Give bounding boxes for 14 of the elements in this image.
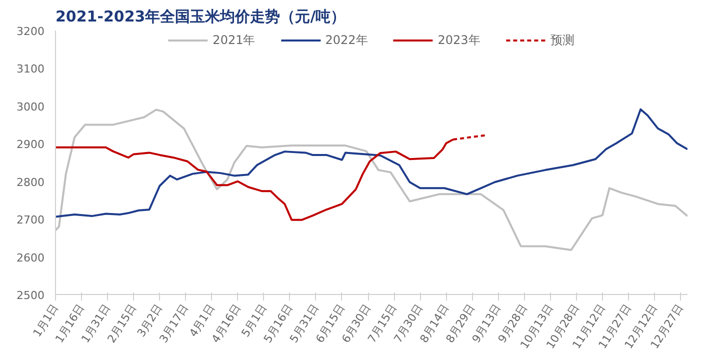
- y-tick-label: 3000: [16, 100, 45, 114]
- y-tick-label: 2600: [16, 251, 45, 264]
- y-tick-label: 2900: [16, 138, 45, 152]
- y-tick-label: 3200: [16, 25, 45, 38]
- y-tick-label: 2500: [16, 289, 45, 302]
- legend-label: 2022年: [325, 32, 368, 48]
- y-tick-label: 2700: [16, 214, 45, 227]
- chart-title: 2021-2023年全国玉米均价走势（元/吨）: [56, 8, 346, 26]
- y-tick-label: 2800: [16, 176, 45, 189]
- line-series: [56, 108, 688, 251]
- legend-label: 预测: [550, 32, 574, 48]
- legend-label: 2021年: [212, 32, 256, 48]
- legend-label: 2023年: [438, 32, 480, 48]
- y-tick-label: 3100: [16, 62, 45, 76]
